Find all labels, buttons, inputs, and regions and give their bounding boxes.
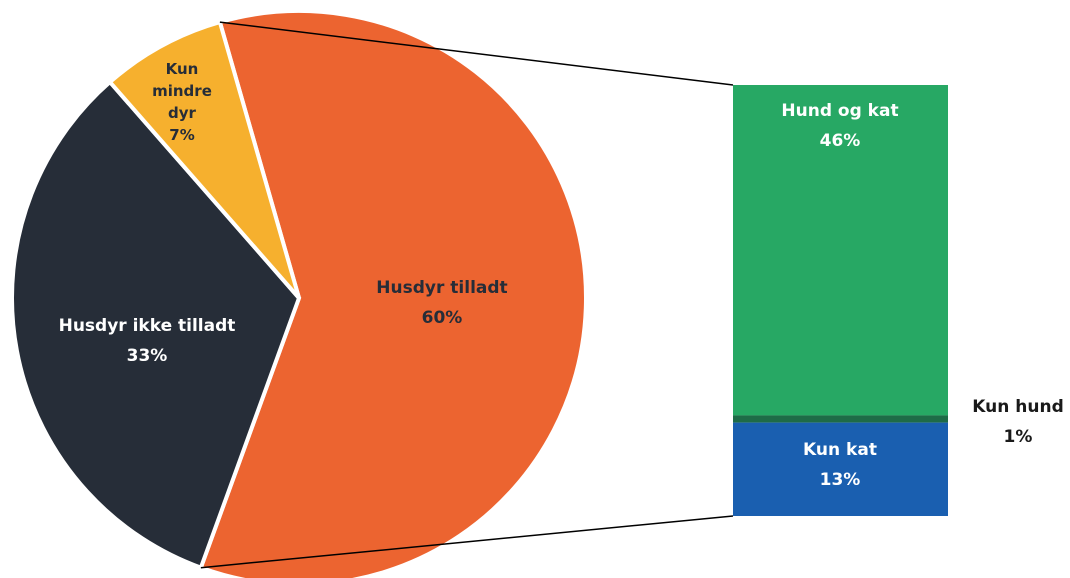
data-label: Kun mindre dyr 7%: [147, 58, 217, 146]
bar-segment: [733, 415, 948, 423]
bar-segment: [733, 422, 948, 516]
label-line: 13%: [819, 470, 861, 490]
label-line: Husdyr ikke tilladt: [58, 316, 236, 336]
label-line: Kun mindre dyr: [152, 60, 212, 122]
label-line: 1%: [1003, 427, 1033, 447]
label-line: Hund og kat: [781, 101, 899, 121]
label-line: 7%: [169, 126, 195, 144]
data-label: Husdyr tilladt 60%: [376, 273, 507, 333]
pie-slice: [198, 9, 588, 578]
pie-slice: [10, 79, 302, 571]
data-label: Kun kat 13%: [803, 435, 877, 495]
data-label: Kun hund 1%: [972, 392, 1063, 452]
bar-segment: [733, 85, 948, 416]
label-line: 60%: [421, 308, 463, 328]
label-line: Husdyr tilladt: [376, 278, 508, 298]
data-label: Husdyr ikke tilladt 33%: [59, 311, 236, 371]
data-label: Hund og kat 46%: [781, 96, 898, 156]
connector: [219, 21, 734, 86]
label-line: 46%: [819, 131, 861, 151]
label-line: Kun kat: [803, 440, 877, 460]
connector: [200, 515, 734, 569]
pie-slice: [107, 19, 301, 300]
label-line: 33%: [126, 346, 168, 366]
label-line: Kun hund: [972, 397, 1064, 417]
